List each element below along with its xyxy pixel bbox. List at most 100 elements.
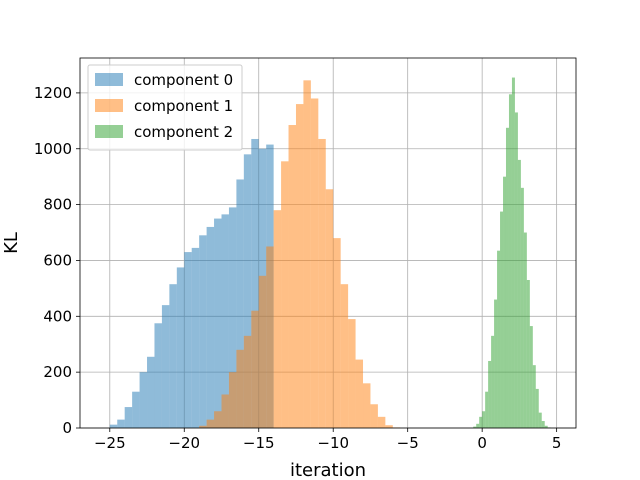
histogram-bar [535, 388, 539, 428]
y-tick-label: 0 [62, 419, 72, 437]
histogram-bar [544, 425, 548, 428]
histogram-bar [325, 189, 334, 428]
histogram-bar [538, 412, 542, 428]
y-tick-label: 800 [43, 196, 72, 214]
histogram-bar [221, 214, 229, 428]
histogram-bar [154, 323, 162, 428]
histogram-bar [482, 411, 486, 428]
legend-label: component 0 [134, 71, 233, 89]
histogram-bar [288, 125, 296, 429]
histogram-bar [191, 247, 200, 428]
series-1-bars [199, 80, 401, 429]
histogram-bar [377, 416, 386, 428]
histogram-bar [266, 246, 274, 428]
histogram-bar [258, 275, 267, 428]
histogram-bar [333, 238, 341, 428]
histogram-bar [295, 104, 304, 428]
histogram-bar [169, 284, 177, 428]
histogram-bar [273, 210, 282, 428]
histogram-bar [206, 226, 215, 428]
histogram-bar [184, 252, 192, 428]
y-tick-label: 600 [43, 251, 72, 269]
histogram-bar [236, 349, 244, 428]
x-tick-label: −25 [94, 434, 126, 452]
histogram-bar [505, 127, 509, 428]
histogram-bar [517, 159, 521, 429]
histogram-bar [479, 416, 483, 428]
histogram-bar [318, 138, 326, 429]
histogram-bar [491, 335, 495, 428]
x-tick-label: 0 [477, 434, 487, 452]
histogram-bar [529, 326, 533, 428]
histogram-bar [370, 404, 378, 428]
histogram-bar [236, 179, 244, 428]
histogram-bar [214, 218, 222, 428]
x-tick-label: −15 [243, 434, 275, 452]
histogram-bar [161, 305, 170, 428]
histogram-bar [503, 176, 506, 428]
y-tick-label: 400 [43, 307, 72, 325]
histogram-bar [532, 365, 536, 428]
histogram-bar [514, 112, 518, 428]
histogram-bar [228, 207, 237, 428]
histogram-bar [132, 391, 140, 428]
histogram-bar [508, 94, 512, 429]
histogram-bar [139, 372, 148, 428]
histogram-bar [251, 310, 259, 428]
histogram-bar [500, 211, 504, 428]
x-tick-label: −20 [168, 434, 200, 452]
histogram-bar [199, 235, 207, 428]
histogram-bar [147, 356, 155, 428]
histogram-bar [476, 423, 480, 428]
y-tick-label: 200 [43, 363, 72, 381]
histogram-bar [497, 250, 501, 428]
histogram-bar [355, 359, 364, 428]
histogram-bar [117, 419, 125, 428]
x-tick-label: 5 [552, 434, 562, 452]
x-tick-label: −10 [317, 434, 349, 452]
histogram-bar [485, 391, 489, 428]
histogram-bar [340, 284, 349, 428]
x-tick-label: −5 [397, 434, 419, 452]
y-axis-label: KL [1, 232, 22, 254]
histogram-bar [494, 299, 498, 428]
legend-label: component 1 [134, 97, 233, 115]
histogram-bar [206, 419, 215, 428]
histogram-bar [109, 424, 118, 428]
histogram-bar [520, 187, 524, 428]
histogram-bar [243, 154, 252, 428]
histogram-bar [124, 407, 133, 428]
legend-box [87, 64, 243, 151]
histogram-bar [541, 421, 545, 428]
histogram-bars [109, 77, 551, 429]
histogram-bar [473, 426, 477, 428]
legend-swatch [95, 125, 123, 138]
y-tick-label: 1200 [34, 84, 72, 102]
histogram-bar [348, 319, 356, 428]
legend: component 0 component 1 component 2 [87, 64, 243, 151]
legend-label: component 2 [134, 123, 233, 141]
legend-swatch [95, 99, 123, 112]
series-2-bars [473, 77, 551, 429]
histogram-bar [526, 280, 530, 428]
histogram-bar [303, 80, 311, 428]
y-axis-ticks: 0 200 400 600 800 1000 1200 [34, 84, 80, 437]
histogram-bar [385, 425, 393, 428]
histogram-bar [281, 161, 289, 428]
histogram-bar [511, 77, 515, 429]
plot-frame [79, 57, 577, 429]
histogram-bar [243, 335, 252, 428]
x-axis-label: iteration [290, 460, 366, 480]
x-axis-ticks: −25 −20 −15 −10 −5 0 5 [94, 428, 561, 452]
legend-swatch [95, 73, 123, 86]
histogram-bar [363, 383, 371, 428]
histogram-bar [221, 394, 229, 428]
histogram-bar [523, 232, 527, 428]
histogram-bar [199, 425, 207, 428]
y-tick-label: 1000 [34, 140, 72, 158]
histogram-bar [228, 372, 237, 428]
histogram-bar [310, 98, 319, 429]
histogram-bar [214, 411, 222, 428]
histogram-bar [176, 267, 185, 428]
